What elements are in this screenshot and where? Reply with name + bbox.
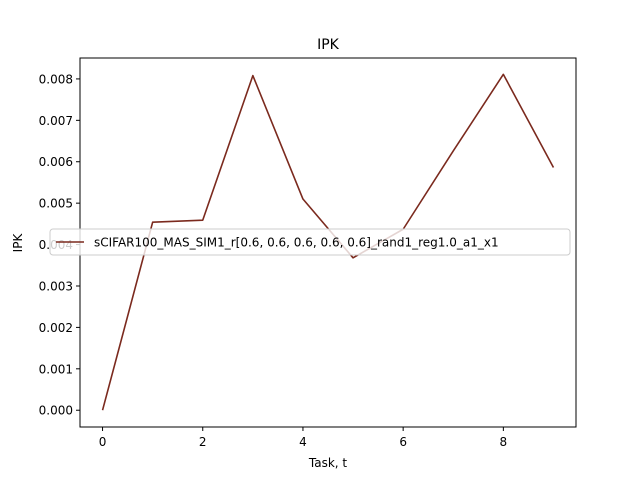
x-tick-label: 6 <box>399 435 407 449</box>
y-tick-label: 0.002 <box>39 321 73 335</box>
y-tick-label: 0.001 <box>39 362 73 376</box>
legend-label: sCIFAR100_MAS_SIM1_r[0.6, 0.6, 0.6, 0.6,… <box>94 236 499 250</box>
y-tick-label: 0.008 <box>39 72 73 86</box>
x-axis-label: Task, t <box>308 456 348 470</box>
x-tick-label: 0 <box>99 435 107 449</box>
series-line <box>101 73 555 411</box>
legend: sCIFAR100_MAS_SIM1_r[0.6, 0.6, 0.6, 0.6,… <box>49 228 571 256</box>
series-layer <box>101 73 555 411</box>
axis-ticks: 024680.0000.0010.0020.0030.0040.0050.006… <box>39 72 508 449</box>
x-tick-label: 8 <box>500 435 508 449</box>
y-tick-label: 0.006 <box>39 155 73 169</box>
x-tick-label: 4 <box>299 435 307 449</box>
legend-box <box>49 228 571 256</box>
y-tick-label: 0.003 <box>39 279 73 293</box>
y-tick-label: 0.007 <box>39 114 73 128</box>
y-axis-label: IPK <box>11 233 25 253</box>
y-tick-label: 0.005 <box>39 197 73 211</box>
x-tick-label: 2 <box>199 435 207 449</box>
y-tick-label: 0.000 <box>39 404 73 418</box>
chart-title: IPK <box>317 37 340 53</box>
